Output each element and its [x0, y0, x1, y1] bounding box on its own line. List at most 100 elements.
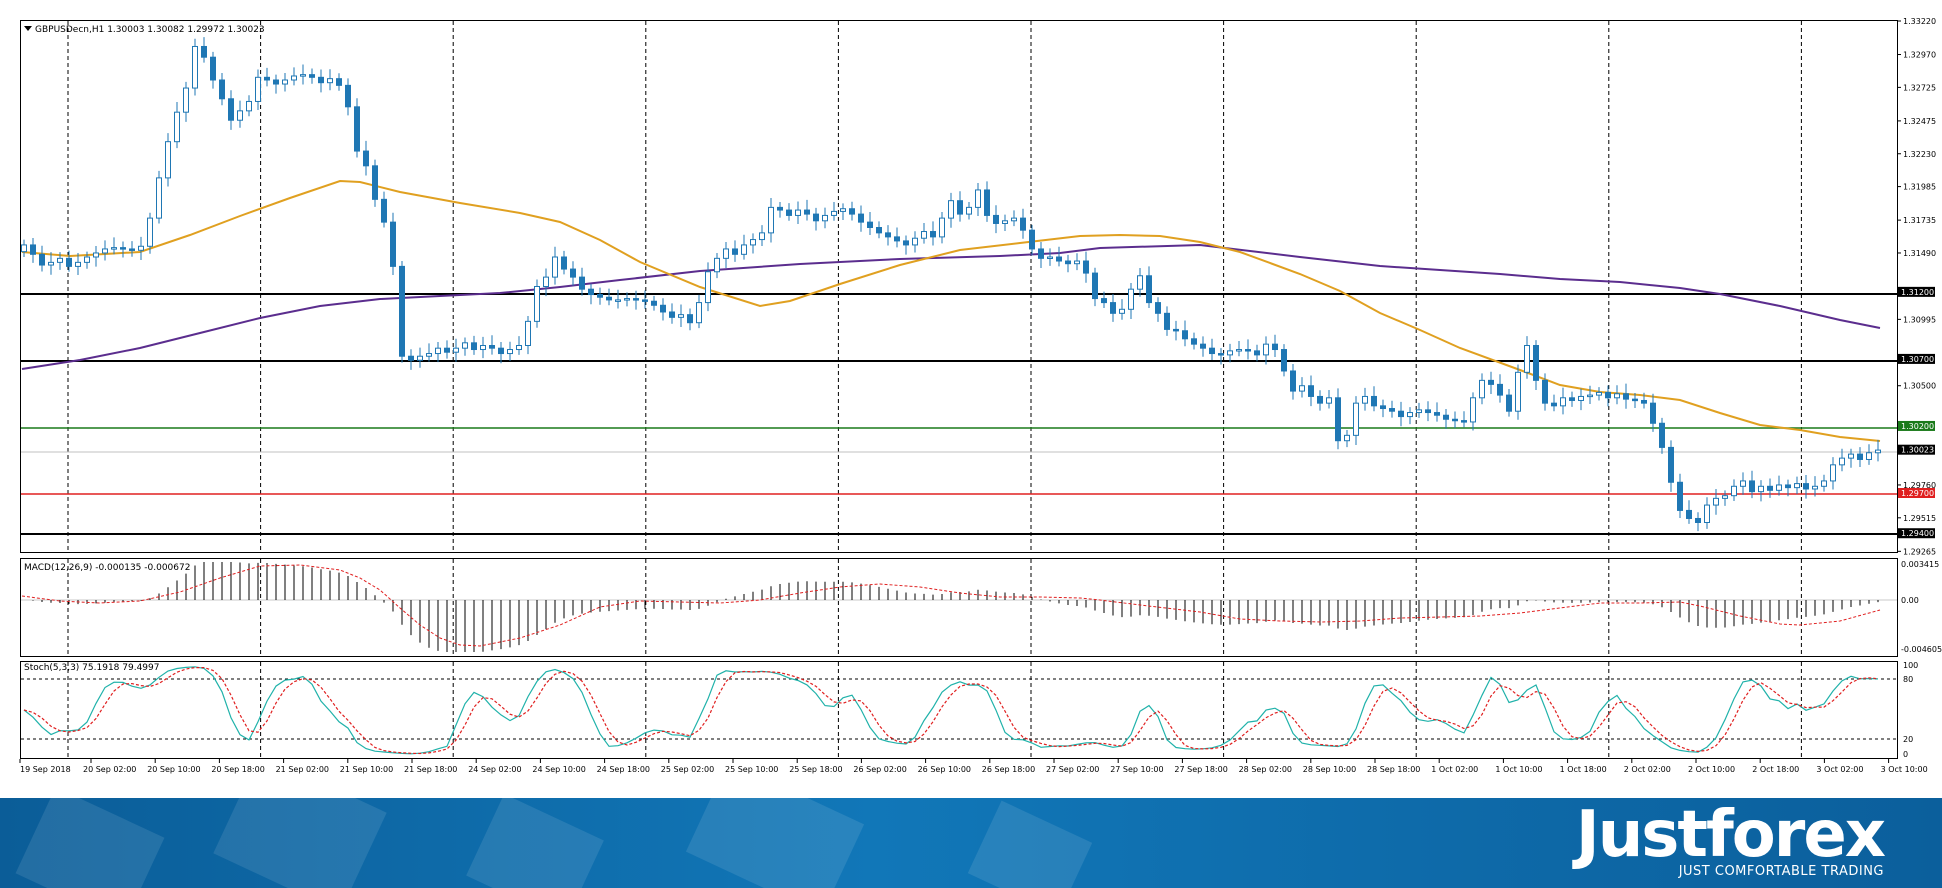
candle-body-bear [984, 189, 990, 216]
candle-body-bull [174, 111, 180, 143]
candle-body-bull [1614, 393, 1620, 399]
brand-banner: Justforex JUST COMFORTABLE TRADING [0, 798, 1942, 888]
candle-body-bull [1353, 402, 1359, 436]
candle-body-bear [1272, 343, 1278, 351]
candle-body-bull [615, 299, 621, 302]
time-tick-label: 28 Sep 10:00 [1303, 765, 1356, 774]
candle-body-bear [228, 98, 234, 121]
candle-body-bear [363, 150, 369, 167]
macd-tick-label: -0.004605 [1901, 645, 1942, 654]
candle-body-bear [1398, 410, 1404, 418]
candle-body-bull [840, 208, 846, 212]
candle-body-bear [345, 84, 351, 108]
time-tick-label: 2 Oct 10:00 [1688, 765, 1735, 774]
candle-body-bull [84, 256, 90, 263]
collapse-triangle-icon[interactable] [24, 26, 32, 31]
price-level-badge [1898, 444, 1935, 455]
price-level-label: 1.30700 [1901, 355, 1934, 364]
candle-body-bear [687, 314, 693, 324]
candle-body-bull [975, 189, 981, 208]
candle-body-bear [579, 276, 585, 290]
vertical-grid [67, 21, 1802, 758]
candle-body-bear [732, 248, 738, 255]
candle-body-bull [426, 353, 432, 357]
candle-body-bear [1551, 402, 1557, 407]
candle-body-bear [1461, 420, 1467, 423]
candle-body-bull [1344, 434, 1350, 442]
candle-body-bear [606, 296, 612, 301]
candle-body-bull [1047, 256, 1053, 259]
candle-body-bull [1263, 343, 1269, 356]
candle-body-bull [1137, 275, 1143, 290]
candle-body-bull [822, 214, 828, 222]
price-tick-label: 1.29265 [1903, 547, 1936, 556]
candle-body-bull [750, 239, 756, 246]
time-tick-label: 20 Sep 10:00 [147, 765, 200, 774]
candle-body-bear [1857, 453, 1863, 460]
price-level-badge [1898, 488, 1935, 498]
candle-body-bear [957, 200, 963, 215]
candle-body-bull [192, 45, 198, 89]
candle-body-bull [552, 256, 558, 278]
candle-body-bull [1704, 504, 1710, 523]
candle-body-bear [1569, 397, 1575, 401]
decorative-card-shape [466, 798, 604, 888]
candle-body-bull [93, 252, 99, 258]
candle-body-bear [399, 265, 405, 357]
price-level-badge [1898, 286, 1935, 297]
candle-body-bear [1029, 229, 1035, 250]
candle-body-bull [966, 206, 972, 215]
price-level-label: 1.29700 [1901, 489, 1934, 498]
candle-body-bear [1155, 302, 1161, 314]
candle-body-bear [489, 345, 495, 349]
candle-body-bear [120, 247, 126, 250]
candle-body-bear [30, 244, 36, 255]
candle-body-bear [1254, 350, 1260, 356]
candle-body-bull [291, 75, 297, 81]
candle-body-bull [21, 244, 27, 253]
stoch-main-line [23, 666, 1879, 755]
candle-body-bear [1056, 256, 1062, 262]
macd-panel-frame [20, 558, 1898, 657]
price-tick-label: 1.32725 [1903, 83, 1936, 92]
candle-body-bear [1497, 383, 1503, 396]
candle-body-bear [930, 231, 936, 238]
candle-body-bear [1533, 345, 1539, 381]
time-tick-label: 19 Sep 2018 [20, 765, 71, 774]
candle-body-bear [39, 253, 45, 266]
candle-body-bear [1200, 343, 1206, 349]
candle-body-bull [624, 298, 630, 301]
candle-body-bull [237, 110, 243, 121]
candle-body-bear [1443, 414, 1449, 420]
candle-body-bear [1191, 338, 1197, 345]
candle-body-bull [1776, 484, 1782, 491]
candle-body-bear [1605, 391, 1611, 399]
candle-body-bear [588, 288, 594, 296]
candle-body-bull [1758, 485, 1764, 493]
symbol-info: GBPUSDecn,H1 1.30003 1.30082 1.29972 1.3… [35, 25, 265, 35]
candle-body-bear [336, 78, 342, 86]
candle-body-bull [246, 100, 252, 112]
trading-chart[interactable]: 1.33220 1.32970 1.32725 1.32475 1.32230 1.319… [0, 0, 1942, 798]
candle-body-bull [255, 76, 261, 102]
candle-body-bull [1821, 480, 1827, 487]
candle-body-bull [480, 345, 486, 351]
candle-body-bull [678, 314, 684, 318]
candle-body-bull [1722, 495, 1728, 499]
candle-body-bear [1164, 312, 1170, 330]
candle-body-bear [1038, 248, 1044, 259]
candle-body-bear [1488, 379, 1494, 385]
candle-body-bull [462, 342, 468, 349]
candle-body-bear [1101, 298, 1107, 304]
candle-body-bear [1650, 402, 1656, 424]
candle-body-bear [903, 240, 909, 246]
stoch-tick-label: 20 [1903, 735, 1913, 744]
candle-body-bear [1659, 422, 1665, 448]
candle-body-bull [327, 78, 333, 84]
time-tick-label: 27 Sep 02:00 [1046, 765, 1099, 774]
candle-body-bull [57, 257, 63, 263]
candle-body-bull [1128, 288, 1134, 310]
candle-body-bull [714, 257, 720, 273]
candle-body-bull [543, 276, 549, 288]
candle-body-bear [1083, 260, 1089, 274]
